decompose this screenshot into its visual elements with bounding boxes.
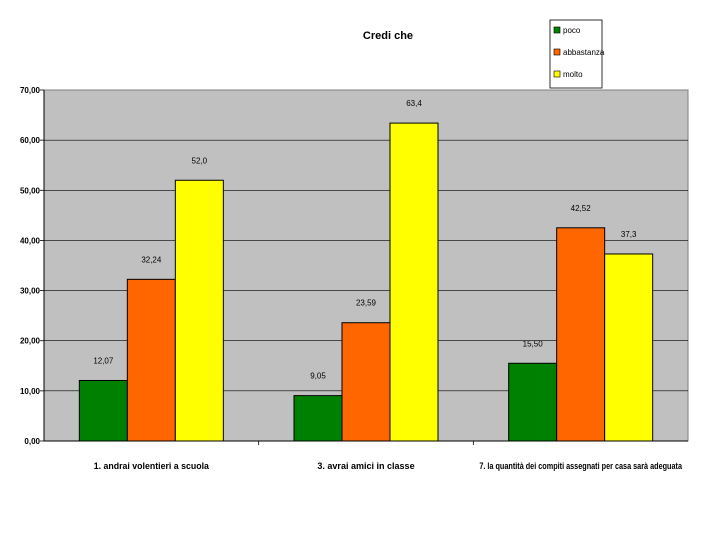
bar-abbastanza [126,278,176,442]
data-label: 37,3 [621,230,637,239]
x-category-label: 7. la quantità dei compiti assegnati per… [479,461,682,471]
data-labels: 12,07 32,24 52,0 9,05 23,59 63,4 15,50 42,52 37,… [93,99,637,381]
legend-swatch-abbastanza [553,48,561,56]
y-tick-label: 30,00 [20,287,41,296]
y-tick-label: 60,00 [20,136,41,145]
y-tick-label: 70,00 [20,86,41,95]
data-label: 23,59 [356,299,377,308]
bars [78,122,654,442]
bar-poco [78,379,128,442]
x-axis-labels: 1. andrai volentieri a scuola 3. avrai am… [94,461,683,471]
legend-label-abbastanza: abbastanza [563,48,605,57]
y-tick-label: 20,00 [20,337,41,346]
data-label: 9,05 [310,372,326,381]
legend: poco abbastanza molto [549,19,605,89]
data-label: 32,24 [141,255,162,264]
y-tick-label: 40,00 [20,236,41,245]
x-category-label: 1. andrai volentieri a scuola [94,461,210,471]
legend-swatch-molto [553,70,561,78]
legend-label-poco: poco [563,26,581,35]
bar-poco [508,362,558,442]
bar-molto [389,122,439,442]
bar-molto [174,179,224,442]
y-tick-label: 50,00 [20,186,41,195]
legend-swatch-poco [553,26,561,34]
bar-abbastanza [556,227,606,442]
y-tick-label: 0,00 [24,437,40,446]
bar-molto [604,253,654,442]
data-label: 42,52 [571,204,592,213]
bar-abbastanza [341,322,391,442]
data-label: 12,07 [93,356,114,365]
y-tick-label: 10,00 [20,387,41,396]
data-label: 15,50 [523,339,544,348]
data-label: 52,0 [192,156,208,165]
legend-label-molto: molto [563,70,583,79]
x-category-label: 3. avrai amici in classe [317,461,414,471]
chart-title: Credi che [363,30,413,42]
bar-poco [293,395,343,442]
data-label: 63,4 [406,99,422,108]
